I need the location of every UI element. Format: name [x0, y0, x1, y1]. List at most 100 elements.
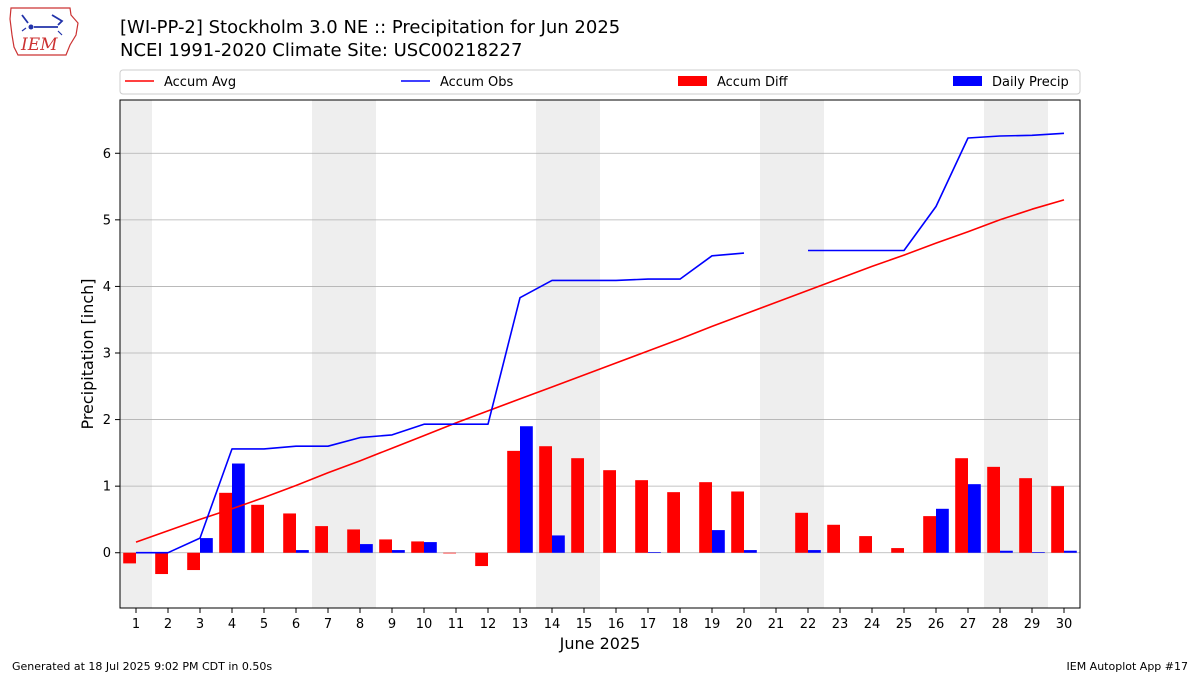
y-tick-label-0: 0	[103, 546, 111, 561]
accum-diff-bar-2	[155, 552, 168, 575]
accum-diff-bar-20	[731, 491, 744, 553]
accum-diff-bar-3	[187, 552, 200, 571]
accum-diff-bar-5	[251, 504, 264, 553]
accum-diff-bar-15	[571, 458, 584, 553]
x-tick-label-14: 14	[544, 617, 561, 632]
daily-precip-bar-13	[520, 426, 533, 553]
accum-diff-bar-7	[315, 526, 328, 553]
legend-box	[119, 69, 1081, 95]
lines	[135, 132, 1065, 554]
logo-text: IEM	[20, 35, 58, 55]
accum-diff-bar-26	[923, 516, 936, 553]
weekend-band-21	[760, 100, 792, 608]
accum-diff-bar-1	[123, 552, 136, 564]
accum-diff-bar-23	[827, 524, 840, 553]
weekend-band-1	[120, 100, 152, 608]
weekend-band-7	[312, 100, 344, 608]
x-tick-label-4: 4	[228, 617, 236, 632]
bars	[123, 426, 1077, 575]
daily-precip-bar-8	[360, 544, 373, 553]
accum-diff-bar-19	[699, 482, 712, 553]
x-tick-label-21: 21	[768, 617, 785, 632]
accum-diff-bar-28	[987, 466, 1000, 553]
x-tick-label-11: 11	[448, 617, 465, 632]
daily-precip-bar-3	[200, 538, 213, 553]
x-tick-label-26: 26	[928, 617, 945, 632]
accum-diff-bar-30	[1051, 486, 1064, 553]
chart-title: [WI-PP-2] Stockholm 3.0 NE :: Precipitat…	[120, 17, 621, 38]
x-tick-label-28: 28	[992, 617, 1009, 632]
x-tick-label-23: 23	[832, 617, 849, 632]
x-tick-label-2: 2	[164, 617, 172, 632]
legend-swatch-daily-precip	[953, 76, 982, 86]
accum-diff-bar-8	[347, 529, 360, 553]
x-tick-label-30: 30	[1056, 617, 1073, 632]
daily-precip-bar-4	[232, 463, 245, 553]
x-tick-label-13: 13	[512, 617, 529, 632]
legend: Accum Avg Accum Obs Accum Diff Daily Precip	[119, 69, 1081, 95]
x-tick-label-18: 18	[672, 617, 689, 632]
x-tick-label-22: 22	[800, 617, 817, 632]
x-tick-label-20: 20	[736, 617, 753, 632]
y-tick-label-2: 2	[103, 413, 111, 428]
daily-precip-bar-9	[392, 550, 405, 553]
generated-timestamp: Generated at 18 Jul 2025 9:02 PM CDT in …	[12, 660, 273, 673]
plot-frame	[119, 99, 1081, 609]
daily-precip-bar-29	[1032, 552, 1045, 553]
x-tick-label-7: 7	[324, 617, 332, 632]
weekend-shading	[120, 100, 1048, 608]
x-tick-label-3: 3	[196, 617, 204, 632]
legend-swatch-accum-diff	[678, 76, 707, 86]
accum-diff-bar-13	[507, 450, 520, 553]
daily-precip-bar-10	[424, 542, 437, 553]
legend-label-accum-obs: Accum Obs	[440, 75, 513, 90]
legend-label-accum-avg: Accum Avg	[164, 75, 236, 90]
accum-diff-bar-11	[443, 552, 456, 554]
x-tick-label-6: 6	[292, 617, 300, 632]
accum-obs-line	[136, 132, 1065, 554]
daily-precip-bar-26	[936, 508, 949, 553]
y-axis-label: Precipitation [inch]	[78, 278, 97, 429]
accum-diff-bar-9	[379, 539, 392, 553]
gridlines	[120, 152, 1080, 554]
x-tick-label-19: 19	[704, 617, 721, 632]
x-axis-label: June 2025	[559, 634, 641, 653]
x-tick-label-9: 9	[388, 617, 396, 632]
accum-diff-bar-16	[603, 470, 616, 553]
x-tick-label-27: 27	[960, 617, 977, 632]
x-tick-label-5: 5	[260, 617, 268, 632]
daily-precip-bar-14	[552, 535, 565, 553]
daily-precip-bar-27	[968, 484, 981, 553]
daily-precip-bar-6	[296, 550, 309, 553]
x-tick-label-10: 10	[416, 617, 433, 632]
accum-diff-bar-22	[795, 512, 808, 553]
x-tick-label-24: 24	[864, 617, 881, 632]
y-tick-label-3: 3	[103, 347, 111, 362]
accum-diff-bar-14	[539, 446, 552, 553]
y-tick-label-5: 5	[103, 213, 111, 228]
daily-precip-bar-19	[712, 530, 725, 553]
daily-precip-bar-22	[808, 550, 821, 553]
accum-diff-bar-24	[859, 536, 872, 553]
x-tick-label-1: 1	[132, 617, 140, 632]
y-tick-label-6: 6	[103, 147, 111, 162]
accum-diff-bar-25	[891, 548, 904, 553]
daily-precip-bar-30	[1064, 550, 1077, 553]
y-tick-label-4: 4	[103, 280, 111, 295]
accum-diff-bar-18	[667, 492, 680, 553]
accum-diff-bar-17	[635, 480, 648, 553]
x-tick-label-12: 12	[480, 617, 497, 632]
accum-diff-bar-27	[955, 458, 968, 553]
weekend-band-8	[344, 100, 376, 608]
chart-subtitle: NCEI 1991-2020 Climate Site: USC00218227	[120, 40, 523, 61]
daily-precip-bar-20	[744, 550, 757, 553]
y-tick-label-1: 1	[103, 480, 111, 495]
iem-logo: IEM	[9, 7, 79, 56]
daily-precip-bar-28	[1000, 550, 1013, 553]
daily-precip-bar-17	[648, 552, 661, 553]
x-tick-label-16: 16	[608, 617, 625, 632]
accum-avg-line	[135, 199, 1065, 543]
accum-diff-bar-6	[283, 513, 296, 553]
